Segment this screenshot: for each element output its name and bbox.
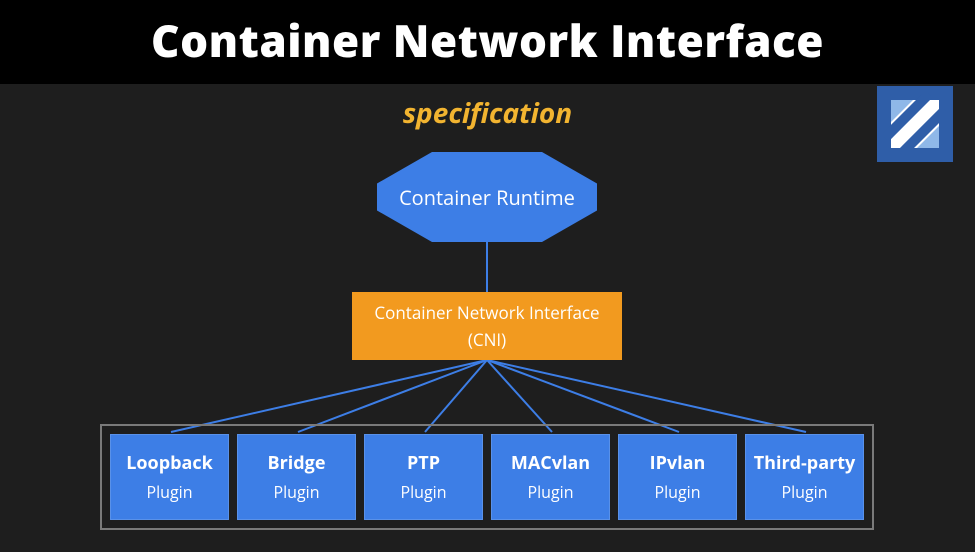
plugin-name: Bridge — [268, 451, 326, 475]
cni-label-line2: (CNI) — [468, 326, 506, 353]
plugin-name: Third-party — [754, 451, 856, 475]
plugin-sub: Plugin — [146, 481, 192, 503]
plugin-name: Loopback — [126, 451, 213, 475]
cni-node: Container Network Interface (CNI) — [352, 292, 622, 360]
page-title: Container Network Interface — [0, 10, 975, 70]
cni-label-line1: Container Network Interface — [374, 299, 599, 326]
diagram-stage: Container Runtime Container Network Inte… — [0, 80, 975, 552]
plugin-name: PTP — [407, 451, 440, 475]
plugin-name: MACvlan — [511, 451, 590, 475]
plugin-sub: Plugin — [654, 481, 700, 503]
plugin-name: IPvlan — [650, 451, 706, 475]
runtime-label: Container Runtime — [399, 184, 575, 211]
plugin-sub: Plugin — [273, 481, 319, 503]
plugin-sub: Plugin — [527, 481, 573, 503]
title-bar: Container Network Interface — [0, 0, 975, 84]
runtime-node: Container Runtime — [377, 152, 597, 242]
plugin-node: Bridge Plugin — [237, 434, 356, 520]
plugin-sub: Plugin — [400, 481, 446, 503]
plugins-frame: LoopbackPluginBridgePluginPTPPluginMACvl… — [100, 424, 874, 530]
plugin-sub: Plugin — [781, 481, 827, 503]
plugin-node: MACvlan Plugin — [491, 434, 610, 520]
plugin-node: IPvlan Plugin — [618, 434, 737, 520]
plugin-node: Third-party Plugin — [745, 434, 864, 520]
plugin-node: Loopback Plugin — [110, 434, 229, 520]
plugin-node: PTP Plugin — [364, 434, 483, 520]
